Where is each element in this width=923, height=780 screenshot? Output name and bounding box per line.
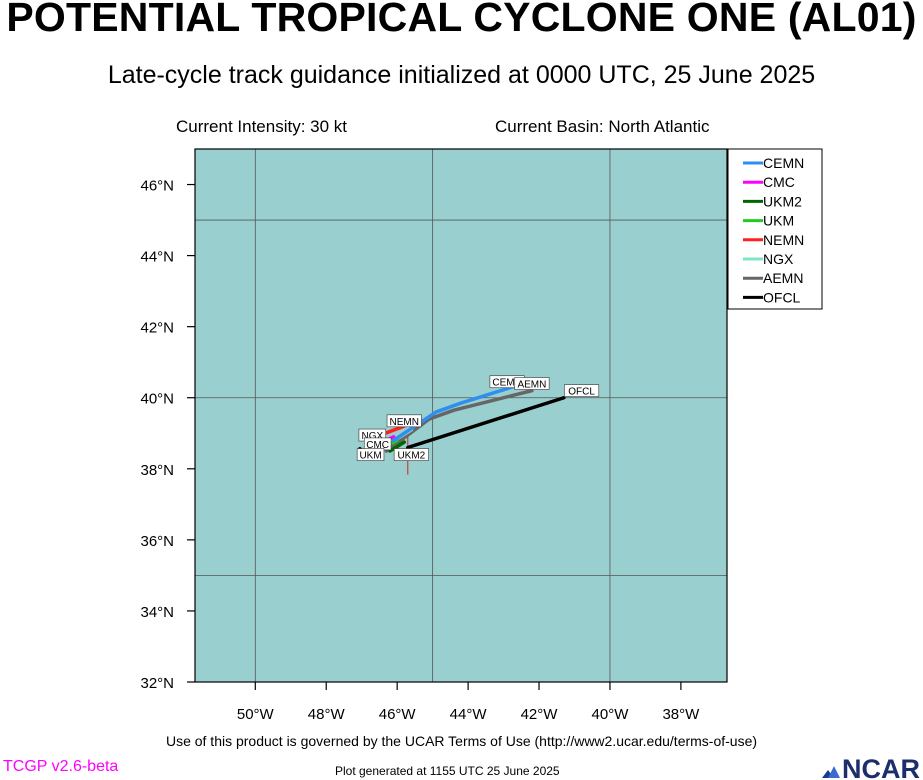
x-tick-label: 48°W (308, 706, 346, 723)
track-ukm2 (388, 440, 407, 453)
version-label: TCGP v2.6-beta (3, 758, 119, 775)
legend-label: OFCL (763, 289, 801, 305)
track-label-box (564, 384, 600, 397)
track-label: AEMN (517, 380, 546, 391)
x-tick-label: 44°W (450, 706, 488, 723)
x-tick-label: 42°W (521, 706, 559, 723)
y-tick-label: 46°N (140, 178, 174, 195)
map-plot-area: 50°W 48°W 46°W 44°W 42°W 40°W 38°W 32°N 34°N 36°N… (140, 148, 728, 723)
y-tick-label: 36°N (140, 533, 174, 550)
legend-label: CMC (763, 174, 795, 190)
track-label: OFCL (568, 387, 595, 398)
x-tick-label: 46°W (379, 706, 417, 723)
track-label: NEMN (390, 417, 419, 428)
logo-text: NCAR (842, 754, 920, 780)
legend-label: UKM (763, 213, 794, 229)
track-label: UKM2 (397, 451, 425, 462)
y-tick-label: 32°N (140, 675, 174, 692)
x-tick-label: 38°W (662, 706, 700, 723)
map-frame (194, 148, 728, 683)
y-tick-label: 38°N (140, 462, 174, 479)
y-tick-label: 44°N (140, 249, 174, 266)
legend-label: CEMN (763, 155, 804, 171)
legend-box (727, 148, 823, 310)
current-intensity: Current Intensity: 30 kt (176, 117, 348, 136)
legend-label: UKM2 (763, 193, 802, 209)
track-label: CEMN (492, 378, 521, 389)
page-title: POTENTIAL TROPICAL CYCLONE ONE (AL01) (6, 0, 917, 40)
current-basin: Current Basin: North Atlantic (495, 117, 710, 136)
track-label: CMC (366, 440, 389, 451)
y-tick-label: 40°N (140, 391, 174, 408)
logo-mark (828, 766, 840, 778)
track-aemn (384, 388, 534, 453)
generated-timestamp: Plot generated at 1155 UTC 25 June 2025 (335, 764, 560, 778)
ocean-background (195, 149, 727, 682)
track-label-box (393, 448, 429, 461)
track-label-box (514, 377, 550, 390)
track-label-box (386, 414, 422, 428)
x-tick-label: 50°W (237, 706, 275, 723)
legend-label: AEMN (763, 270, 803, 286)
terms-of-use: Use of this product is governed by the U… (165, 733, 758, 749)
track-label: UKM (359, 451, 381, 462)
legend-label: NEMN (763, 232, 804, 248)
x-tick-label: 40°W (592, 706, 630, 723)
ncar-logo: NCAR (822, 754, 920, 780)
track-label: NGX (361, 431, 383, 442)
track-ofcl (406, 395, 566, 450)
y-tick-label: 34°N (140, 604, 174, 621)
legend-label: NGX (763, 251, 794, 267)
track-label-box (356, 448, 385, 461)
page-subtitle: Late-cycle track guidance initialized at… (107, 61, 816, 89)
y-tick-label: 42°N (140, 320, 174, 337)
legend: CEMN CMC UKM2 UKM NEMN NGX AEMN OFCL (727, 148, 823, 310)
